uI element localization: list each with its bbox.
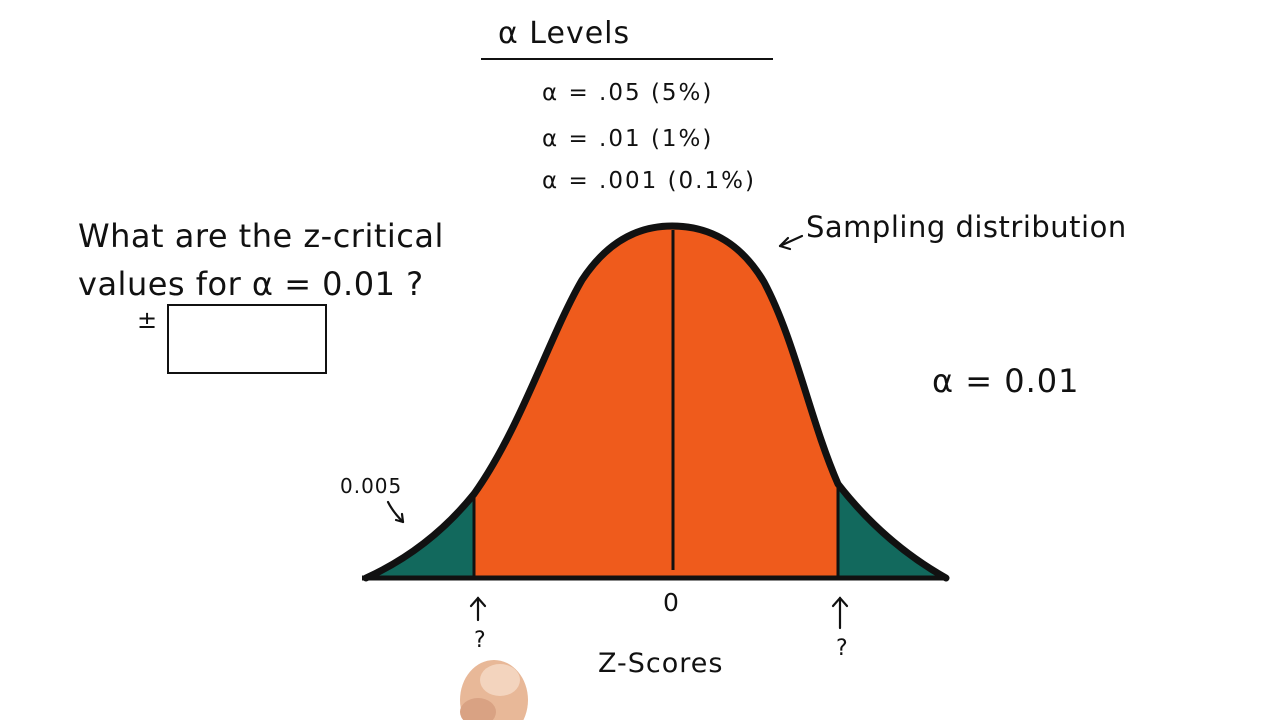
mean-zero-label: 0 [663,588,679,617]
alpha-levels-title: α Levels [498,16,631,51]
sampling-distribution-curve [362,222,950,582]
alpha-level-005: α = .05 (5%) [542,80,714,106]
question-line-2: values for α = 0.01 ? [78,265,424,303]
alpha-level-001: α = .01 (1%) [542,126,714,152]
question-line-1: What are the z-critical [78,217,444,255]
sampling-distribution-label: Sampling distribution [806,210,1127,244]
tail-area-label: 0.005 [340,474,403,498]
curve-pointer-arrow [778,234,804,251]
question-text: What are the z-critical values for α = 0… [78,212,444,308]
alpha-level-0001: α = .001 (0.1%) [542,168,756,194]
left-tail-region [366,494,474,578]
right-tail-region [838,484,946,578]
z-scores-axis-label: Z-Scores [598,648,724,679]
answer-input-box[interactable] [167,304,327,374]
title-underline [481,58,773,60]
plus-minus-sign: ± [137,306,158,334]
alpha-value-label: α = 0.01 [932,362,1080,400]
critical-arrow-left [469,596,487,622]
critical-value-right-label: ? [836,636,848,661]
critical-value-left-label: ? [474,628,486,653]
critical-arrow-right [831,596,849,630]
tail-pointer-arrow [386,500,405,524]
fingertip-image [460,660,528,720]
